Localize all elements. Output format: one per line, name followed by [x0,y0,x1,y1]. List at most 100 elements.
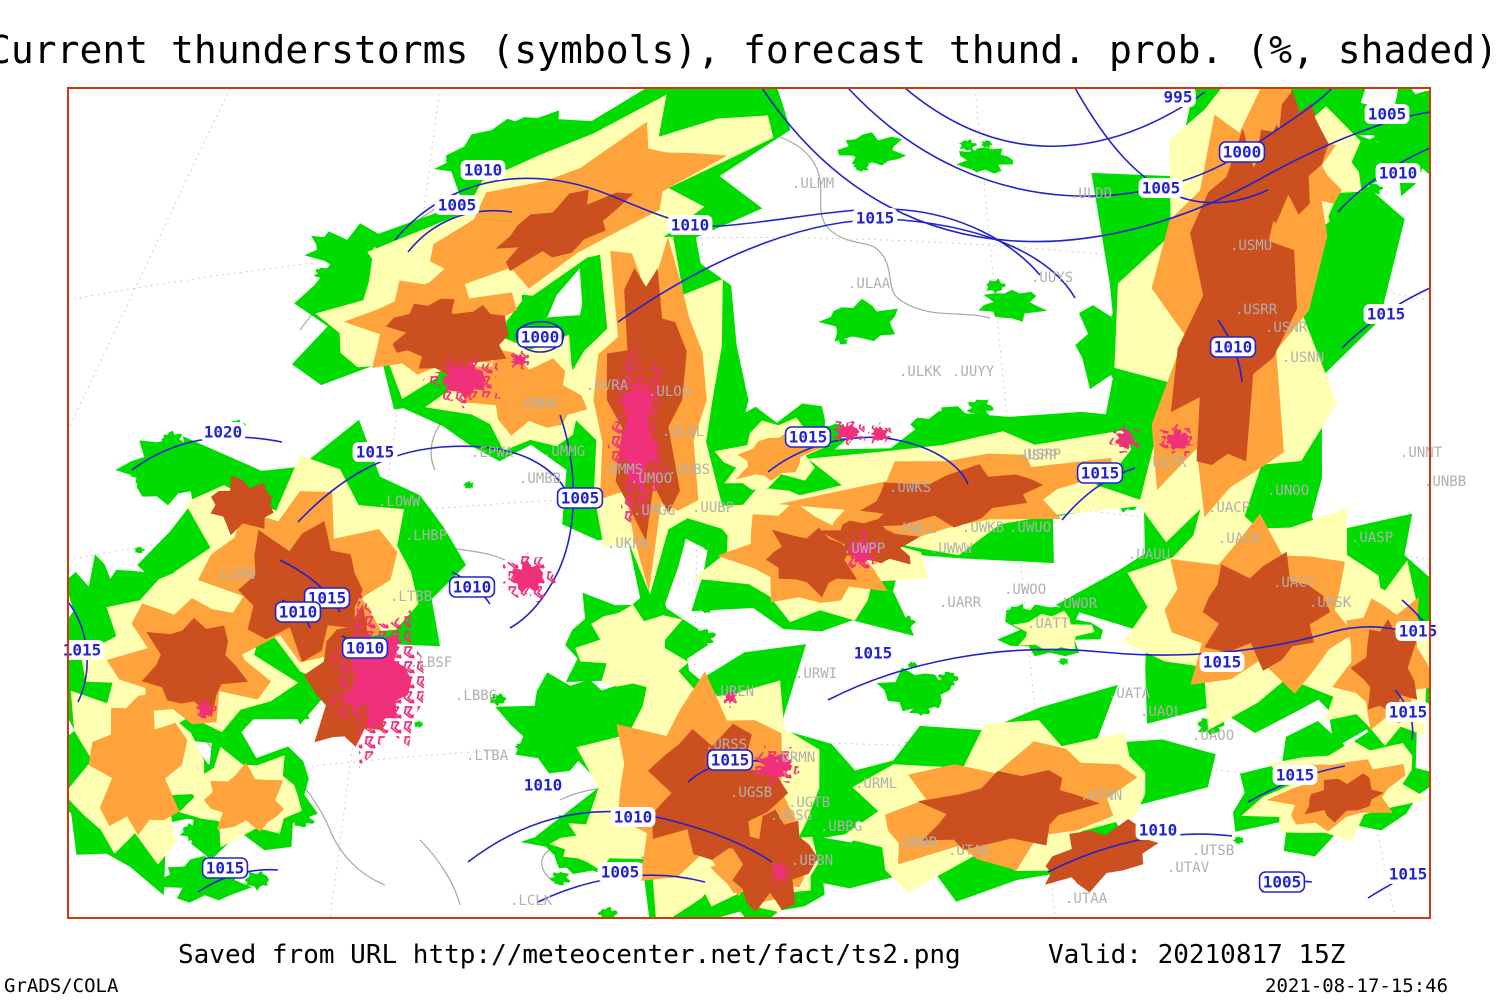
svg-text:1015: 1015 [711,751,750,770]
isobar-label: 1005 [434,195,480,215]
station-label: .LOWW [378,494,421,510]
isobar-label: 1015 [1363,304,1409,324]
svg-text:1015: 1015 [63,641,102,660]
station-label: .USRR [1235,302,1278,318]
isobar-label: 1015 [1076,462,1124,484]
station-label: .USPP [1019,447,1061,463]
svg-text:1005: 1005 [1368,105,1407,124]
station-label: .LTBA [466,748,509,764]
svg-text:1005: 1005 [1142,179,1181,198]
station-label: .ULAA [848,276,891,292]
station-label: .UASK [1309,595,1352,611]
station-label: .UATA [1108,686,1151,702]
station-label: .UBBG [820,819,862,835]
isobar-label: 1010 [460,160,506,180]
svg-text:1000: 1000 [1223,143,1262,162]
station-label: .URWI [795,666,837,682]
station-label: .UACC [1273,575,1315,591]
svg-text:1010: 1010 [1139,821,1178,840]
isobar-label: 1010 [667,215,713,235]
station-label: .ULDD [1070,186,1112,202]
isobar-label: 1010 [520,775,566,795]
station-label: .ULOO [648,384,690,400]
svg-text:1010: 1010 [464,161,503,180]
isobar-label: 1005 [597,862,643,882]
thunderstorm-symbol-icon [866,422,892,446]
station-label: .ULKK [899,364,942,380]
isobar-label: 1000 [516,326,564,348]
generation-timestamp: 2021-08-17-15:46 [1265,975,1449,997]
svg-text:1015: 1015 [1389,703,1428,722]
station-label: .UACK [1218,531,1261,547]
page-title: Current thunderstorms (symbols), forecas… [0,28,1498,72]
svg-text:1010: 1010 [524,776,563,795]
isobar-label: 1010 [1375,163,1421,183]
station-label: .USPP [1015,448,1057,464]
station-label: .LTBB [390,589,432,605]
thunderstorm-symbol-icon [500,552,556,603]
svg-text:1010: 1010 [453,578,492,597]
station-label: .UWPP [843,541,885,557]
station-label: .UWKS [889,480,931,496]
station-label: .UMKK [516,396,559,412]
svg-text:1005: 1005 [561,489,600,508]
station-label: .UREN [712,684,754,700]
isobar-label: 1015 [852,208,898,228]
svg-text:1015: 1015 [1203,653,1242,672]
probability-shading [68,88,1430,918]
isobar-label: 1005 [1364,104,1410,124]
thunderstorm-symbol-icon [721,687,738,709]
station-label: .LBBG [455,688,497,704]
station-label: .UBBN [791,853,833,869]
thunderstorm-symbol-icon [1158,423,1198,457]
isobar-label: 1015 [201,857,249,879]
station-label: .USNR [1265,320,1308,336]
svg-text:1015: 1015 [206,859,245,878]
isobar-label: 1015 [1272,765,1318,785]
station-label: .UUBP [692,500,734,516]
svg-text:1010: 1010 [279,603,318,622]
station-label: .EPWA [471,445,514,461]
station-label: .UWOO [1004,582,1046,598]
svg-text:1015: 1015 [789,428,828,447]
station-label: .UATT [1027,616,1070,632]
station-label: .UTSB [1192,843,1234,859]
station-label: .UTAV [1167,860,1210,876]
station-label: .UAOL [1140,704,1182,720]
station-label: .UASP [1351,530,1393,546]
isobar-label: 1015 [352,442,398,462]
svg-text:1015: 1015 [356,443,395,462]
station-label: .UWWW [930,541,973,557]
isobar-label: 1015 [1395,621,1441,641]
isobar-label: 1000 [1218,141,1266,163]
isobar-label: 1010 [1209,336,1257,358]
station-label: .URSS [705,737,747,753]
station-label: .URMN [773,750,815,766]
svg-text:1010: 1010 [1379,164,1418,183]
station-label: .ULMM [792,176,834,192]
saved-from-url-note: Saved from URL http://meteocenter.net/fa… [178,940,961,970]
thunderstorm-symbol-icon [826,420,867,446]
station-label: .UWKB [962,520,1004,536]
isobar-label: 1005 [1138,178,1184,198]
station-label: .UMMG [543,444,585,460]
svg-text:1005: 1005 [438,196,477,215]
isobar-label: 995 [1160,87,1196,107]
thunderstorm-symbol-icon [768,857,792,885]
isobar-label: 1005 [556,487,604,509]
station-label: .UGSB [730,785,772,801]
station-label: .UKKK [607,536,650,552]
station-label: .USMU [1230,238,1272,254]
thunderstorm-symbol-icon [194,696,218,723]
svg-text:1010: 1010 [614,808,653,827]
thunderstorm-symbol-icon [509,350,530,370]
station-label: .UUYY [952,364,995,380]
grads-cola-credit: GrADS/COLA [4,975,119,997]
isobar-label: 1010 [1135,820,1181,840]
station-labels: .ULMM .ULDD .ULAA .UUYS .ULKK .UUYY .EVRA .UMKK… [213,176,1466,909]
station-label: .UNOO [1267,483,1309,499]
station-label: .UMMS [601,462,643,478]
isobar-labels: 995 1005 1000 1010 1005 1015 1010 1005 1010 1000 1… [59,87,1441,893]
